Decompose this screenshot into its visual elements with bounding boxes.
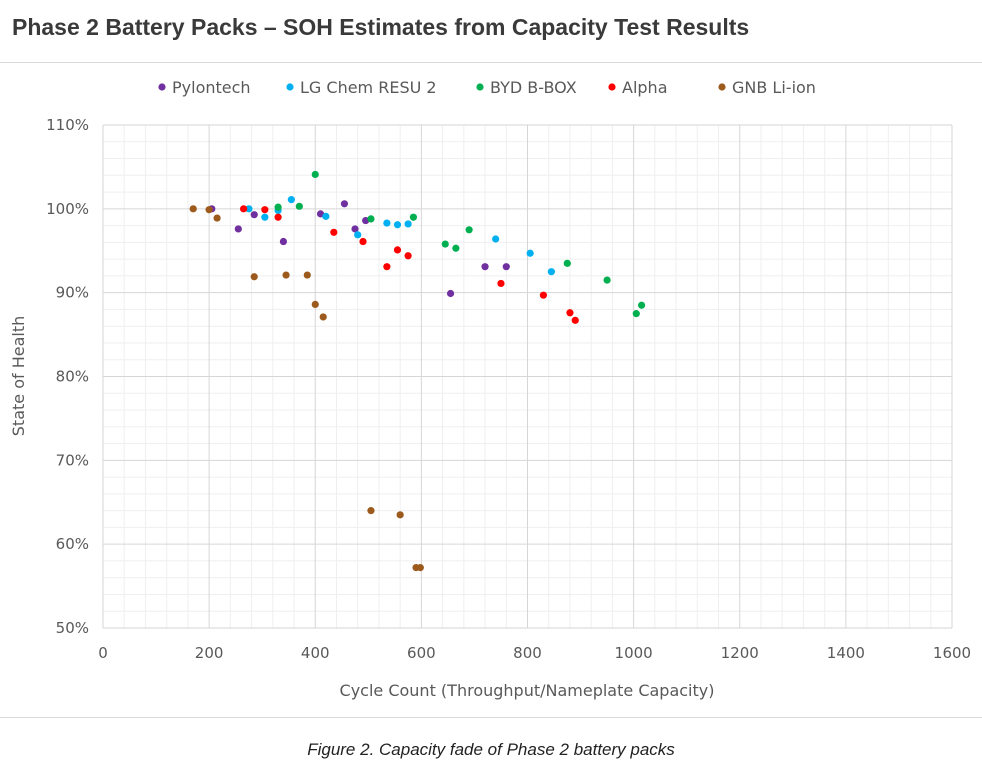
data-point — [311, 170, 319, 179]
data-point — [526, 249, 534, 257]
data-point — [481, 263, 489, 271]
data-point — [563, 259, 571, 267]
x-tick-label: 400 — [301, 644, 330, 662]
scatter-chart: Pylontech LG Chem RESU 2 BYD B-BOX Alpha GNB… — [9, 78, 971, 700]
x-tick-label: 1200 — [721, 644, 759, 662]
data-point — [446, 289, 455, 298]
title-divider — [0, 62, 982, 63]
y-tick-label: 80% — [56, 368, 89, 386]
data-point — [367, 215, 375, 223]
data-point — [571, 316, 579, 324]
data-point — [261, 206, 269, 214]
data-point — [250, 211, 258, 219]
x-tick-label: 600 — [407, 644, 436, 662]
x-axis-label: Cycle Count (Throughput/Nameplate Capaci… — [340, 681, 715, 700]
data-point — [497, 279, 505, 288]
legend-item: LG Chem RESU 2 — [286, 78, 437, 97]
data-point — [245, 205, 253, 213]
data-point — [250, 273, 258, 281]
legend-label: GNB Li-ion — [732, 78, 816, 97]
data-point — [465, 226, 473, 234]
y-tick-label: 90% — [56, 284, 89, 302]
x-tick-label: 1400 — [827, 644, 865, 662]
data-point — [492, 235, 500, 243]
data-point — [452, 244, 460, 252]
data-point — [404, 220, 412, 228]
data-point — [303, 271, 311, 279]
legend-label: LG Chem RESU 2 — [300, 78, 437, 97]
x-tick-label: 0 — [98, 644, 108, 662]
data-point — [279, 237, 288, 246]
data-point — [603, 276, 611, 284]
data-point — [396, 511, 404, 519]
data-points — [189, 170, 646, 572]
figure-caption: Figure 2. Capacity fade of Phase 2 batte… — [307, 740, 675, 759]
legend-marker — [158, 83, 166, 91]
legend: Pylontech LG Chem RESU 2 BYD B-BOX Alpha GNB… — [158, 78, 816, 97]
data-point — [409, 213, 418, 221]
data-point — [311, 300, 319, 309]
y-tick-label: 70% — [56, 451, 89, 469]
data-point — [351, 225, 359, 233]
data-point — [359, 237, 367, 246]
y-tick-label: 50% — [56, 619, 89, 637]
legend-marker — [476, 83, 484, 91]
legend-item: BYD B-BOX — [476, 78, 577, 97]
data-point — [240, 205, 248, 213]
data-point — [547, 268, 555, 276]
data-point — [234, 225, 242, 233]
x-tick-label: 800 — [513, 644, 542, 662]
data-point — [205, 206, 213, 214]
x-tick-label: 1000 — [615, 644, 653, 662]
data-point — [416, 564, 424, 572]
data-point — [539, 291, 548, 299]
y-tick-label: 100% — [46, 200, 89, 218]
legend-label: Pylontech — [172, 78, 251, 97]
data-point — [189, 205, 197, 213]
major-gridlines — [102, 124, 953, 629]
legend-marker — [718, 83, 726, 91]
data-point — [637, 301, 646, 309]
data-point — [632, 310, 640, 318]
y-axis-tick-labels: 50% 60% 70% 80% 90% 100% 110% — [46, 116, 89, 637]
y-tick-label: 60% — [56, 535, 89, 553]
data-point — [441, 240, 449, 248]
legend-item: GNB Li-ion — [718, 78, 816, 97]
x-tick-label: 200 — [195, 644, 224, 662]
data-point — [261, 213, 269, 221]
data-point — [383, 263, 391, 271]
data-point — [502, 263, 510, 271]
data-point — [566, 309, 574, 317]
data-point — [295, 202, 303, 210]
x-axis-tick-labels: 0 200 400 600 800 1000 1200 1400 1600 — [98, 644, 971, 662]
data-point — [319, 313, 327, 321]
legend-label: BYD B-BOX — [490, 78, 577, 97]
legend-label: Alpha — [622, 78, 668, 97]
data-point — [393, 221, 402, 229]
data-point — [383, 219, 391, 227]
data-point — [287, 196, 295, 204]
data-point — [282, 271, 290, 279]
x-tick-label: 1600 — [933, 644, 971, 662]
data-point — [330, 228, 338, 236]
chart-title: Phase 2 Battery Packs – SOH Estimates fr… — [12, 14, 750, 40]
data-point — [393, 246, 402, 254]
legend-item: Pylontech — [158, 78, 251, 97]
data-point — [404, 252, 412, 260]
data-point — [274, 213, 282, 221]
y-tick-label: 110% — [46, 116, 89, 134]
data-point — [213, 214, 221, 222]
data-point — [340, 200, 349, 208]
data-point — [354, 231, 362, 239]
caption-divider — [0, 717, 982, 718]
data-point — [367, 507, 375, 515]
data-point — [322, 212, 330, 220]
legend-item: Alpha — [608, 78, 668, 97]
legend-marker — [608, 83, 616, 91]
data-point — [274, 203, 282, 211]
y-axis-label: State of Health — [9, 316, 28, 436]
legend-marker — [286, 83, 294, 91]
